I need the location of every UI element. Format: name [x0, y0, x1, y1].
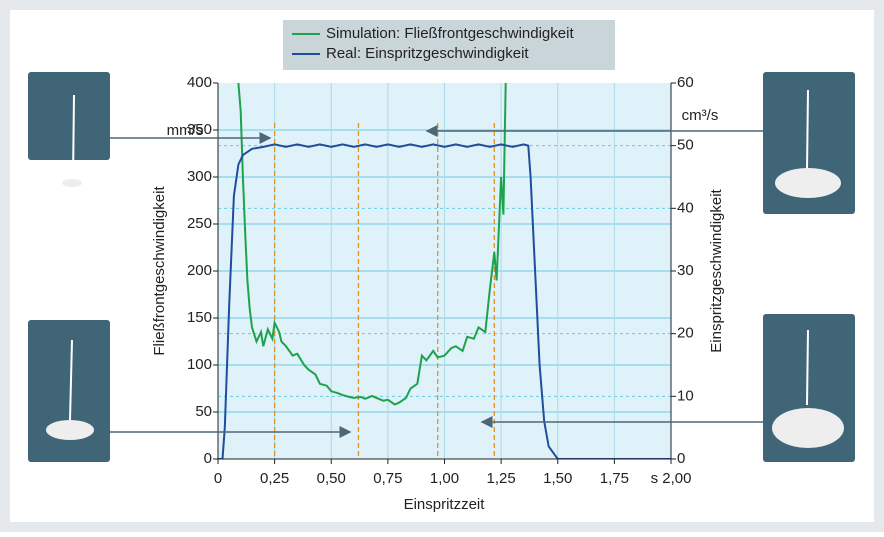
legend-label: Simulation: Fließfrontgeschwindigkeit [326, 25, 574, 42]
y-tick-label: 400 [187, 74, 212, 91]
x-tick-label: 1,75 [600, 470, 629, 487]
y-tick-label: 150 [187, 309, 212, 326]
y-tick-label: 50 [195, 403, 212, 420]
y2-tick-label: 40 [677, 199, 694, 216]
y2-tick-label: 0 [677, 450, 685, 467]
y-tick-label: 300 [187, 168, 212, 185]
x-tick-label: 0 [214, 470, 222, 487]
y2-tick-label: 30 [677, 262, 694, 279]
x-tick-label: 0,75 [373, 470, 402, 487]
x-tick-label: s 2,00 [651, 470, 692, 487]
x-label: Einspritzzeit [404, 496, 486, 513]
legend-label: Real: Einspritzgeschwindigkeit [326, 45, 529, 62]
y-label: Fließfrontgeschwindigkeit [151, 186, 168, 356]
y2-label: Einspritzgeschwindigkeit [708, 188, 725, 352]
x-tick-label: 1,50 [543, 470, 572, 487]
x-tick-label: 0,25 [260, 470, 289, 487]
y-tick-label: 100 [187, 356, 212, 373]
x-tick-label: 1,00 [430, 470, 459, 487]
x-tick-label: 0,50 [317, 470, 346, 487]
x-tick-label: 1,25 [487, 470, 516, 487]
y2-tick-label: 20 [677, 325, 694, 342]
units-right: cm³/s [682, 107, 719, 124]
y-tick-label: 250 [187, 215, 212, 232]
y-tick-label: 350 [187, 121, 212, 138]
y2-tick-label: 50 [677, 137, 694, 154]
y-tick-label: 0 [204, 450, 212, 467]
y2-tick-label: 60 [677, 74, 694, 91]
y2-tick-label: 10 [677, 387, 694, 404]
y-tick-label: 200 [187, 262, 212, 279]
chart: mm/s cm³/s Fließfrontgeschwindigkeit Ein… [0, 0, 884, 532]
